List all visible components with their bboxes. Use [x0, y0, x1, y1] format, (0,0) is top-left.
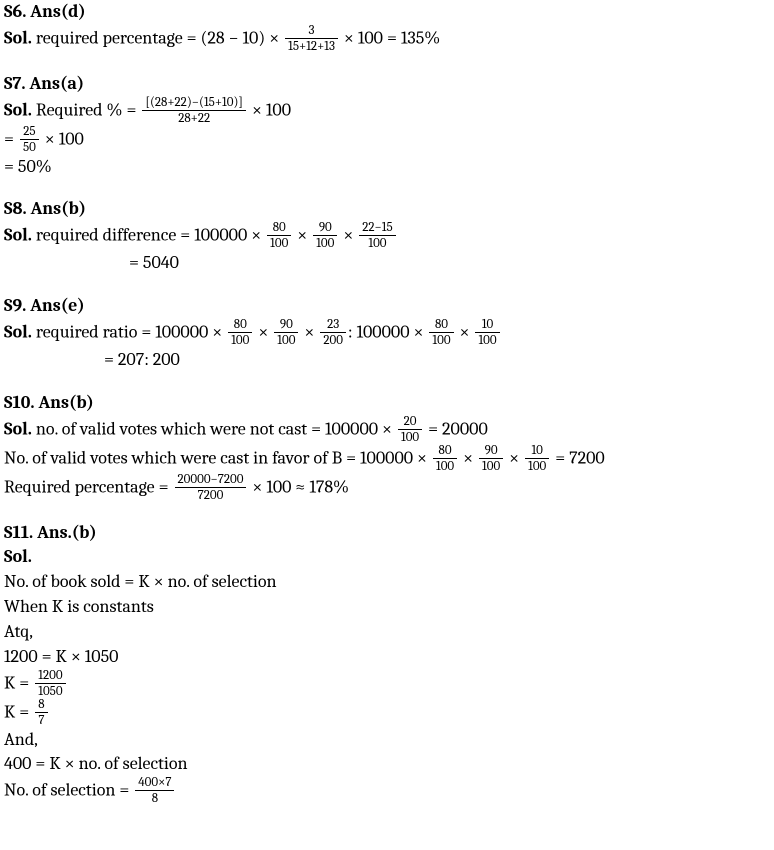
s11-l1: No. of book sold = K × no. of selection	[4, 570, 770, 595]
fraction: 90100	[274, 318, 298, 347]
s6-text-a: required percentage = (28 − 10) ×	[32, 28, 283, 49]
s7-text-b: × 100	[248, 99, 291, 120]
fraction: 90100	[479, 444, 503, 473]
solution-s8: S8. Ans(b) Sol. required difference = 10…	[4, 197, 770, 276]
fraction: 2550	[20, 125, 39, 154]
s11-l2: When K is constants	[4, 595, 770, 620]
s8-line2: = 5040	[4, 251, 770, 276]
s11-l3: Atq,	[4, 620, 770, 645]
s9-header: S9. Ans(e)	[4, 295, 85, 316]
s11-l6a: K =	[4, 701, 33, 722]
s7-line3: = 50%	[4, 155, 770, 180]
s10-l2a: No. of valid votes which were cast in fa…	[4, 447, 431, 468]
fraction: 10100	[525, 444, 549, 473]
sol-label: Sol.	[4, 99, 32, 120]
s11-l7: And,	[4, 728, 770, 753]
sol-label: Sol.	[4, 322, 32, 343]
fraction: 12001050	[35, 669, 65, 698]
fraction: 20000−72007200	[175, 473, 247, 502]
s7-text-a: Required % =	[32, 99, 140, 120]
fraction: [(28+22)−(15+10)]28+22	[142, 96, 246, 125]
sol-label: Sol.	[4, 418, 32, 439]
s9-text-a: required ratio = 100000 ×	[32, 322, 226, 343]
sol-label: Sol.	[4, 546, 32, 567]
s11-l8: 400 = K × no. of selection	[4, 752, 770, 777]
fraction: 20100	[398, 415, 422, 444]
s10-header: S10. Ans(b)	[4, 392, 94, 413]
s9-line2: = 207: 200	[4, 348, 770, 373]
s7-line2a: =	[4, 128, 18, 149]
solution-s7: S7. Ans(a) Sol. Required % = [(28+22)−(1…	[4, 72, 770, 180]
sol-label: Sol.	[4, 225, 32, 246]
s11-l5a: K =	[4, 672, 33, 693]
s6-text-b: × 100 = 135%	[340, 28, 440, 49]
fraction: 400×78	[135, 776, 174, 805]
solution-s6: S6. Ans(d) Sol. required percentage = (2…	[4, 0, 770, 54]
solution-s9: S9. Ans(e) Sol. required ratio = 100000 …	[4, 294, 770, 373]
s7-header: S7. Ans(a)	[4, 73, 84, 94]
fraction: 80100	[267, 221, 291, 250]
s11-l4: 1200 = K × 1050	[4, 645, 770, 670]
fraction: 315+12+13	[285, 24, 338, 53]
fraction: 80100	[429, 318, 453, 347]
solution-s11: S11. Ans.(b) Sol. No. of book sold = K ×…	[4, 521, 770, 807]
fraction: 80100	[433, 444, 457, 473]
fraction: 80100	[228, 318, 252, 347]
fraction: 10100	[475, 318, 499, 347]
sol-label: Sol.	[4, 28, 32, 49]
s6-header: S6. Ans(d)	[4, 1, 86, 22]
s10-l1a: no. of valid votes which were not cast =…	[32, 418, 396, 439]
s11-l9a: No. of selection =	[4, 780, 133, 801]
fraction: 22−15100	[359, 221, 395, 250]
s8-header: S8. Ans(b)	[4, 198, 86, 219]
fraction: 90100	[313, 221, 337, 250]
fraction: 23200	[320, 318, 346, 347]
solution-s10: S10. Ans(b) Sol. no. of valid votes whic…	[4, 391, 770, 503]
s11-header: S11. Ans.(b)	[4, 522, 97, 543]
fraction: 87	[35, 698, 47, 727]
s8-text-a: required difference = 100000 ×	[32, 225, 265, 246]
s10-l3a: Required percentage =	[4, 476, 173, 497]
s7-line2b: × 100	[41, 128, 84, 149]
